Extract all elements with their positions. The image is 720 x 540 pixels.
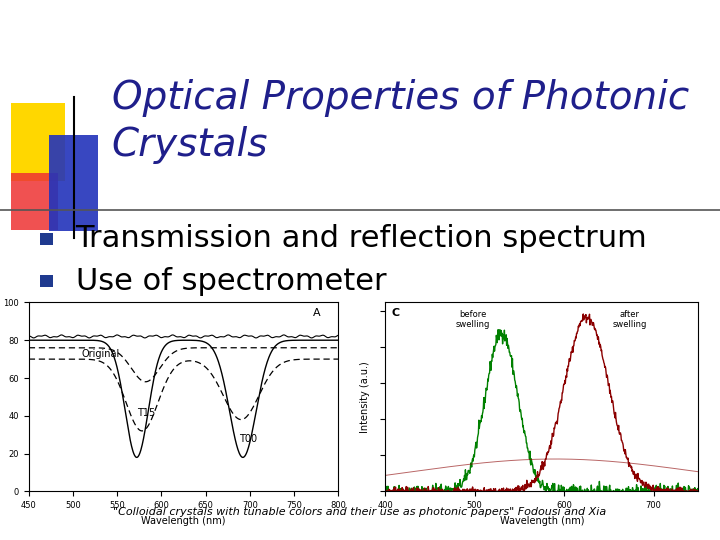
Bar [11,173,58,230]
Text: before
swelling: before swelling [456,309,490,329]
Text: Transmission and reflection spectrum: Transmission and reflection spectrum [76,224,647,253]
Text: Use of spectrometer: Use of spectrometer [76,267,386,296]
X-axis label: Wavelength (nm): Wavelength (nm) [500,516,584,525]
Y-axis label: Intensity (a.u.): Intensity (a.u.) [360,361,370,433]
Text: "Colloidal crystals with tunable colors and their use as photonic papers" Fodous: "Colloidal crystals with tunable colors … [113,507,607,517]
Text: A: A [313,308,320,318]
Bar [49,135,98,231]
Text: C: C [392,308,400,318]
Text: Optical Properties of Photonic
Crystals: Optical Properties of Photonic Crystals [112,79,689,164]
X-axis label: Wavelength (nm): Wavelength (nm) [141,516,226,525]
Bar [11,103,65,181]
Text: Original: Original [81,349,120,359]
Bar [40,233,53,245]
Text: T15: T15 [137,408,156,418]
Bar [40,275,53,287]
Text: after
swelling: after swelling [612,309,647,329]
Text: T00: T00 [239,434,258,444]
